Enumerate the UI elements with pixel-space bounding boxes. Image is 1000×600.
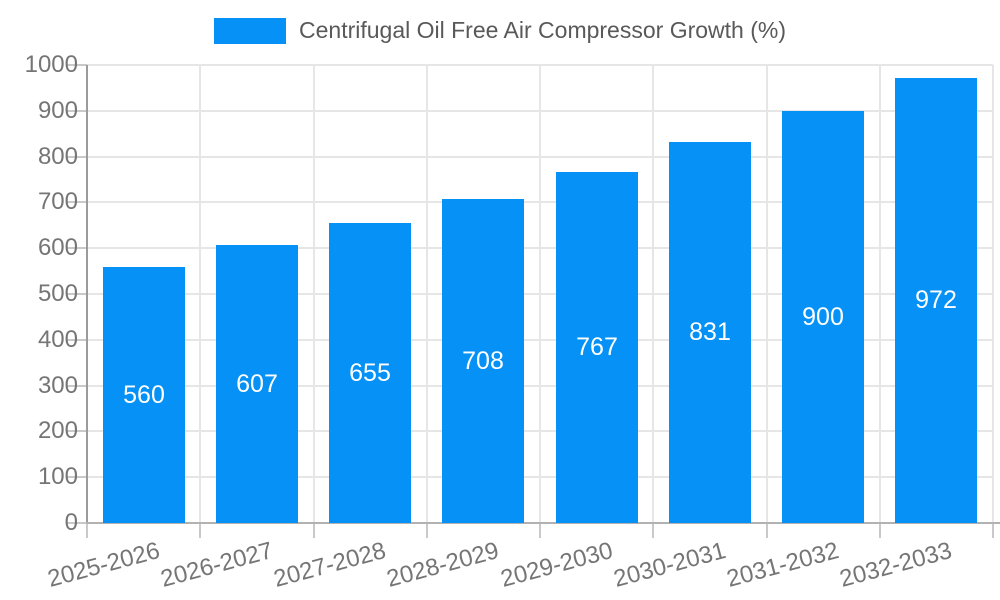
y-tick xyxy=(66,476,87,478)
h-gridline xyxy=(87,110,993,112)
x-tick xyxy=(426,524,428,538)
x-tick xyxy=(539,524,541,538)
bar-value-label: 655 xyxy=(349,358,391,387)
y-tick xyxy=(66,430,87,432)
bar-2025-2026: 560 xyxy=(103,267,185,523)
y-axis-label: 400 xyxy=(37,326,78,353)
y-tick xyxy=(66,522,87,524)
h-gridline xyxy=(87,339,993,341)
y-tick xyxy=(66,201,87,203)
bar-2027-2028: 655 xyxy=(329,223,411,523)
y-axis-label: 600 xyxy=(37,234,78,261)
h-gridline xyxy=(87,476,993,478)
y-axis-label: 900 xyxy=(37,97,78,124)
y-axis-line xyxy=(86,65,88,523)
y-tick xyxy=(66,156,87,158)
x-tick xyxy=(766,524,768,538)
h-gridline xyxy=(87,156,993,158)
y-axis-label: 0 xyxy=(64,509,78,536)
y-axis-label: 100 xyxy=(37,463,78,490)
bar-value-label: 831 xyxy=(689,318,731,346)
bar-2030-2031: 831 xyxy=(669,142,751,523)
x-axis-line xyxy=(86,522,1000,524)
h-gridline xyxy=(87,293,993,295)
y-axis-label: 700 xyxy=(37,188,78,215)
bar-value-label: 972 xyxy=(915,286,957,314)
v-gridline xyxy=(992,65,994,523)
y-tick xyxy=(66,247,87,249)
bar-value-label: 767 xyxy=(576,333,618,361)
bar-2026-2027: 607 xyxy=(216,245,298,523)
y-axis-label: 1000 xyxy=(24,51,78,78)
h-gridline xyxy=(87,430,993,432)
bar-value-label: 900 xyxy=(802,302,844,331)
legend-label: Centrifugal Oil Free Air Compressor Grow… xyxy=(299,17,786,43)
h-gridline xyxy=(87,201,993,203)
y-tick xyxy=(66,110,87,112)
y-axis-label: 800 xyxy=(37,143,78,170)
bar-value-label: 607 xyxy=(236,369,278,398)
h-gridline xyxy=(87,385,993,387)
y-tick xyxy=(66,64,87,66)
y-tick xyxy=(66,293,87,295)
x-tick xyxy=(992,524,994,538)
x-tick xyxy=(652,524,654,538)
x-tick xyxy=(879,524,881,538)
bar-2032-2033: 972 xyxy=(895,78,977,523)
chart-legend: Centrifugal Oil Free Air Compressor Grow… xyxy=(0,17,1000,44)
y-axis-label: 300 xyxy=(37,372,78,399)
h-gridline xyxy=(87,247,993,249)
x-tick xyxy=(313,524,315,538)
y-axis-label: 200 xyxy=(37,417,78,444)
y-axis-label: 500 xyxy=(37,280,78,307)
legend-swatch xyxy=(214,17,287,44)
x-tick xyxy=(199,524,201,538)
bar-2031-2032: 900 xyxy=(782,111,864,523)
bar-value-label: 560 xyxy=(123,380,165,409)
y-tick xyxy=(66,339,87,341)
x-tick xyxy=(86,524,88,538)
bar-2029-2030: 767 xyxy=(556,172,638,523)
bar-value-label: 708 xyxy=(462,346,504,375)
bar-2028-2029: 708 xyxy=(442,199,524,523)
y-tick xyxy=(66,385,87,387)
h-gridline xyxy=(87,64,993,66)
